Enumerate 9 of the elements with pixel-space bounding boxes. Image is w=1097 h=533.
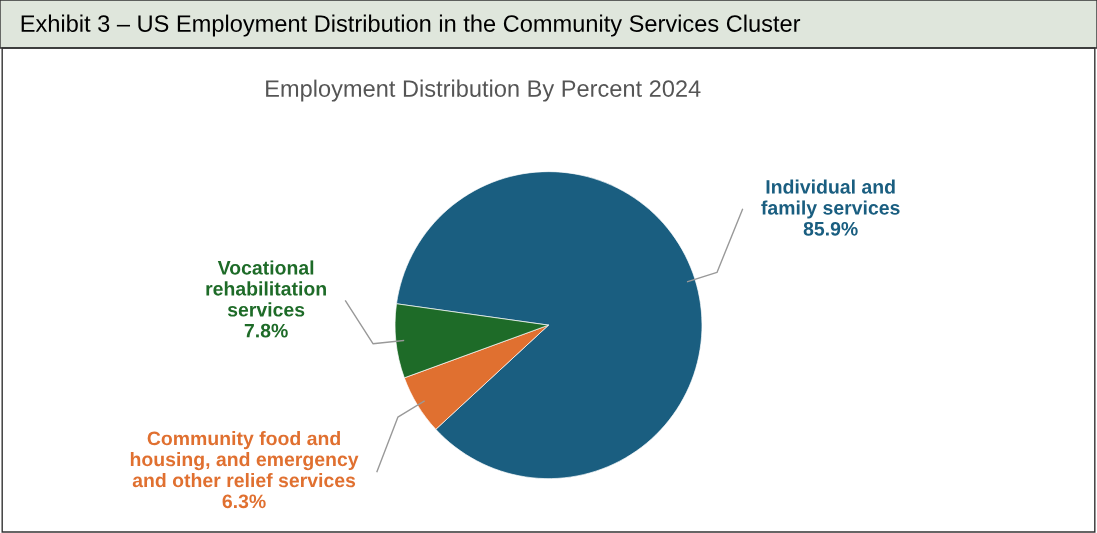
chart-title: Exhibit 3 – US Employment Distribution in the Community Services Cluster [21,14,801,37]
chart-subtitle: Employment Distribution By Percent 2024 [266,79,701,102]
slice-label: Vocational rehabilitation services [206,260,326,317]
data-label: 85.9% [803,221,858,236]
data-label: 7.8% [244,323,288,338]
pie-slice [396,171,703,479]
slice-label: Community food and housing, and emergency and other relief services [130,431,359,488]
data-label: 6.3% [222,494,266,509]
slice-label: Individual and family services [761,179,900,219]
